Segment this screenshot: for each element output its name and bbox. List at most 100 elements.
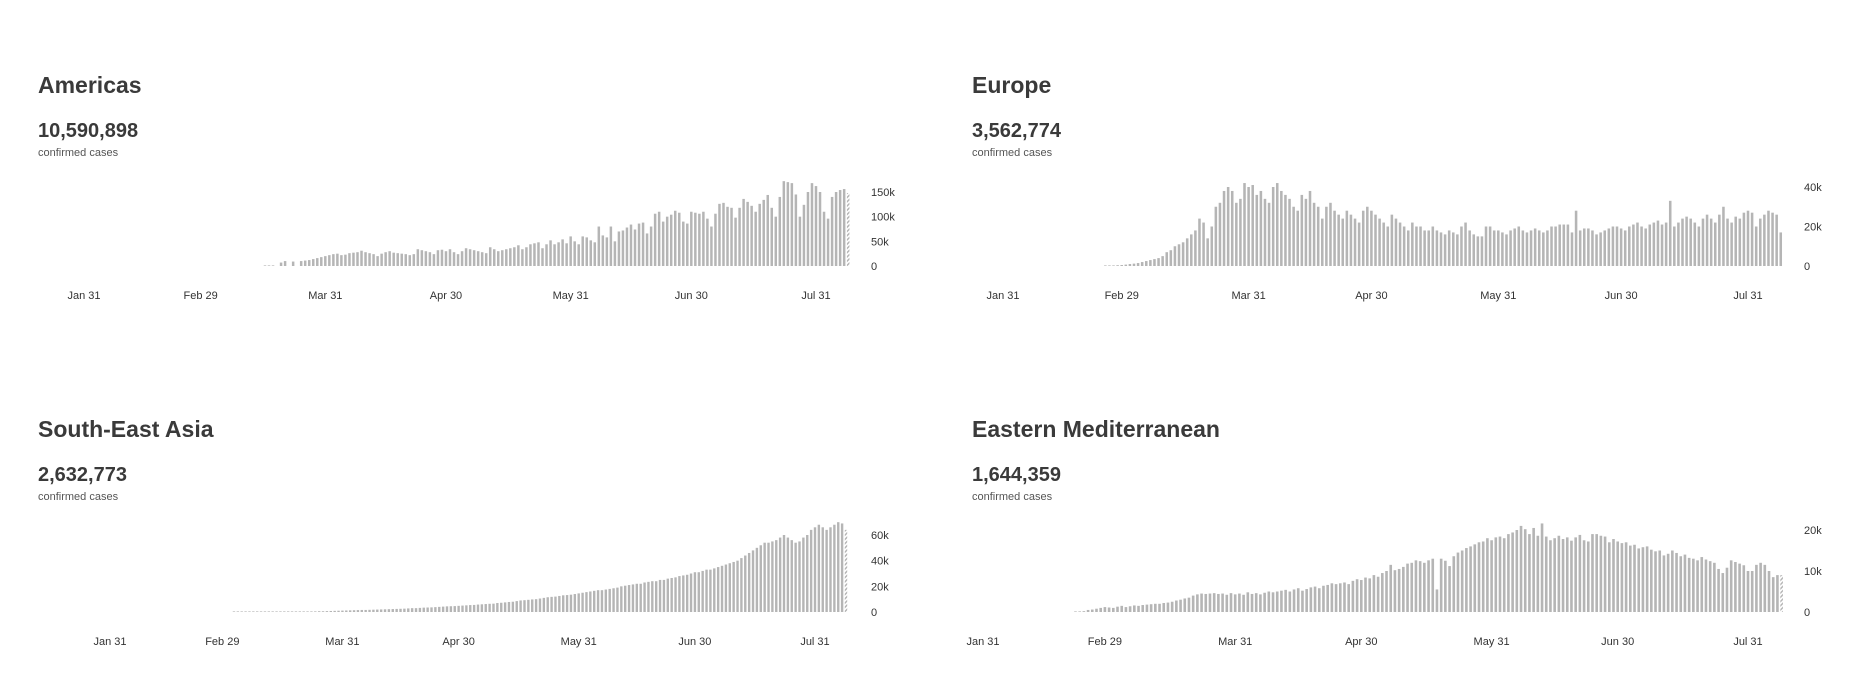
bar (418, 607, 422, 612)
bar (1582, 540, 1586, 612)
bar (635, 583, 639, 612)
bar (538, 598, 542, 612)
bar (1374, 214, 1377, 266)
bar (1329, 202, 1332, 266)
bar (1515, 530, 1519, 612)
bar (356, 610, 360, 612)
bar (519, 600, 522, 612)
bar (1239, 198, 1242, 266)
bar (744, 555, 747, 612)
bar (1640, 226, 1643, 266)
confirmed-caption: confirmed cases (38, 491, 119, 503)
bar (480, 252, 484, 266)
bar (1196, 594, 1199, 612)
bar (472, 250, 476, 266)
bar (713, 568, 716, 612)
bar (1386, 226, 1390, 266)
bar (1166, 602, 1170, 612)
bar (620, 586, 623, 612)
bar (643, 582, 646, 612)
x-tick-label: Feb 29 (1088, 636, 1122, 648)
bar (1633, 544, 1636, 612)
bar (609, 226, 613, 266)
bar-partial (844, 529, 848, 612)
bar (460, 251, 464, 266)
x-tick-label: Jan 31 (67, 290, 100, 302)
bar (1705, 214, 1709, 266)
bar (416, 249, 420, 266)
bar (511, 601, 515, 612)
bar (755, 547, 759, 612)
bar (428, 252, 432, 266)
bar (1775, 214, 1778, 266)
bar (826, 218, 830, 266)
bar (1607, 228, 1611, 266)
bar (1190, 234, 1193, 266)
bar (593, 590, 596, 612)
bar (1619, 228, 1623, 266)
bar (527, 599, 530, 612)
bar (1746, 210, 1750, 266)
bar-chart: 0 20k 40k 60k Jan 31 Feb 29 Mar 31 Apr 30 May 31… (93, 522, 889, 648)
bar (372, 609, 375, 612)
bar (1158, 603, 1161, 612)
bar (775, 540, 778, 612)
bar (1090, 609, 1094, 612)
bar (314, 611, 317, 612)
bar (709, 569, 712, 612)
bar (299, 261, 303, 266)
bar (364, 609, 367, 612)
bar (782, 181, 786, 266)
bar (754, 211, 757, 266)
bar (407, 608, 410, 612)
bar (759, 545, 762, 612)
bar (472, 604, 476, 612)
bar (1349, 214, 1353, 266)
bar (1251, 185, 1254, 266)
bar (1505, 234, 1508, 266)
x-tick-label: Jul 31 (1733, 636, 1762, 648)
bar (1486, 538, 1489, 612)
bar (661, 221, 665, 266)
bar (1481, 541, 1485, 612)
bar (1542, 232, 1545, 267)
bar (422, 607, 425, 612)
bar (263, 611, 267, 612)
bar (1494, 537, 1498, 612)
bar (1565, 537, 1569, 612)
bar (705, 569, 708, 612)
bar (1355, 579, 1359, 612)
bar (1696, 560, 1699, 612)
bar (790, 183, 794, 266)
bar (546, 597, 549, 612)
bar (1477, 542, 1481, 612)
bar (1734, 216, 1737, 267)
bar (1448, 566, 1451, 612)
bar (1738, 218, 1742, 266)
bar-partial (1780, 575, 1783, 612)
bar (1632, 224, 1635, 267)
bar (324, 256, 327, 266)
bar (1086, 609, 1090, 612)
bar (825, 529, 828, 612)
bar (641, 222, 645, 266)
bar (770, 207, 773, 266)
bar (631, 584, 635, 612)
bar (531, 599, 534, 612)
bar (654, 581, 658, 612)
bar (1578, 230, 1582, 266)
bar (232, 611, 236, 612)
bar (740, 558, 743, 612)
bar (1537, 230, 1541, 266)
bar (1456, 552, 1460, 612)
bar (651, 581, 654, 612)
bar (1419, 226, 1422, 266)
bar (1540, 523, 1544, 612)
bar (1235, 202, 1238, 266)
bar (1288, 591, 1292, 612)
bar (337, 610, 340, 612)
confirmed-total: 2,632,773 (38, 464, 127, 486)
bar (329, 610, 332, 612)
bar (1677, 222, 1680, 266)
bar (348, 253, 351, 266)
